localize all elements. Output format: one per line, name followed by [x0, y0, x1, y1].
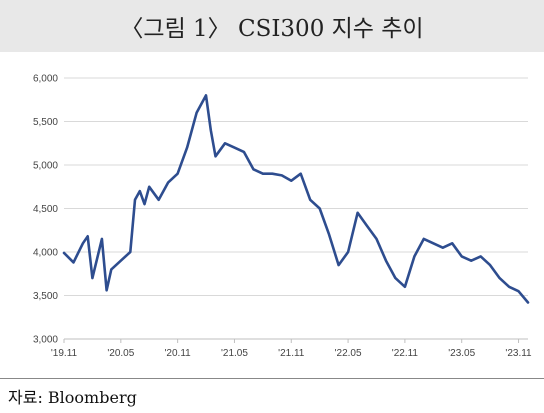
y-tick-label: 6,000 — [33, 74, 58, 85]
y-tick-label: 3,000 — [33, 335, 58, 346]
x-tick-label: '21.11 — [278, 348, 305, 359]
x-tick-label: '22.11 — [392, 348, 419, 359]
x-tick-labels: '19.11 '20.05 '20.11 '21.05 '21.11 '22.05 '22.… — [51, 348, 532, 359]
chart-area: 3,000 3,500 4,000 4,500 5,000 5,500 6,000 '19.… — [0, 52, 544, 378]
source-note: 자료: Bloomberg — [0, 378, 544, 413]
x-tick-label: '19.11 — [51, 348, 78, 359]
figure-title: 〈그림 1〉 CSI300 지수 추이 — [0, 0, 544, 52]
line-chart: 3,000 3,500 4,000 4,500 5,000 5,500 6,000 '19.… — [33, 74, 532, 360]
x-tick-label: '22.05 — [335, 348, 362, 359]
y-tick-label: 5,000 — [33, 161, 58, 172]
y-tick-label: 4,500 — [33, 204, 58, 215]
y-tick-label: 3,500 — [33, 291, 58, 302]
series-line — [62, 94, 530, 304]
series-layer — [62, 94, 530, 304]
y-tick-labels: 3,000 3,500 4,000 4,500 5,000 5,500 6,000 — [33, 74, 58, 346]
y-tick-label: 5,500 — [33, 117, 58, 128]
x-tick-label: '23.11 — [505, 348, 532, 359]
x-tick-label: '21.05 — [221, 348, 248, 359]
x-tick-label: '20.05 — [107, 348, 134, 359]
x-tick-label: '20.11 — [165, 348, 192, 359]
axes — [63, 338, 528, 343]
x-tick-label: '23.05 — [448, 348, 475, 359]
y-tick-label: 4,000 — [33, 248, 58, 259]
gridlines — [64, 77, 528, 340]
